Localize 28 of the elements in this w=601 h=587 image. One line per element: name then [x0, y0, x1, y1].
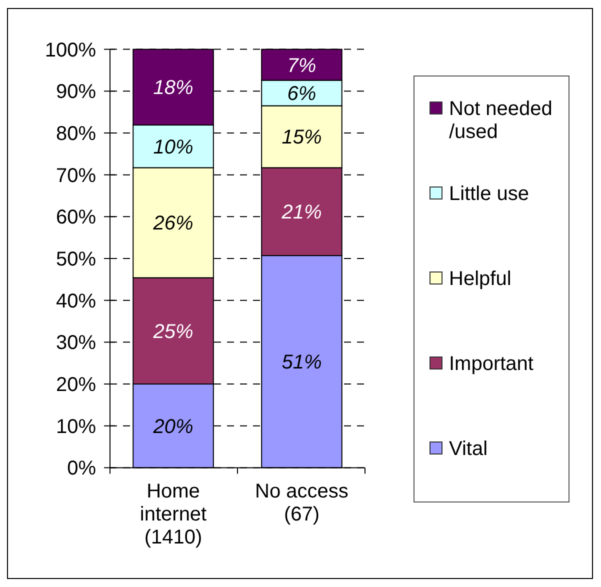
y-tick-label: 40%: [56, 290, 96, 312]
legend-label: Vital: [449, 438, 488, 460]
y-tick-label: 50%: [56, 248, 96, 270]
legend-label: Little use: [449, 183, 530, 205]
legend-label: Important: [449, 353, 534, 375]
data-label: 18%: [153, 77, 194, 100]
y-tick-label: 60%: [56, 206, 96, 229]
data-label: 20%: [152, 416, 194, 438]
x-tick-label: Home internet (1410): [140, 480, 208, 549]
x-tick-label: No access (67): [255, 480, 348, 526]
data-label: 6%: [287, 83, 316, 106]
data-label: 21%: [280, 202, 322, 224]
data-label: 26%: [152, 212, 194, 235]
y-tick-label: 30%: [56, 332, 96, 354]
y-tick-label: 20%: [56, 374, 96, 396]
legend-label: Not needed /used: [449, 98, 552, 143]
data-label: 51%: [282, 352, 322, 374]
y-tick-label: 10%: [56, 416, 96, 438]
data-label: 25%: [152, 320, 194, 343]
y-tick-label: 70%: [56, 164, 96, 187]
legend-label: Helpful: [449, 268, 512, 290]
y-tick-label: 90%: [56, 81, 96, 104]
data-label: 10%: [153, 136, 194, 158]
y-tick-label: 80%: [56, 122, 96, 145]
y-tick-label: 100%: [44, 39, 96, 62]
y-tick-label: 0%: [67, 458, 96, 480]
data-label: 7%: [287, 54, 316, 77]
data-label: 15%: [282, 126, 322, 149]
